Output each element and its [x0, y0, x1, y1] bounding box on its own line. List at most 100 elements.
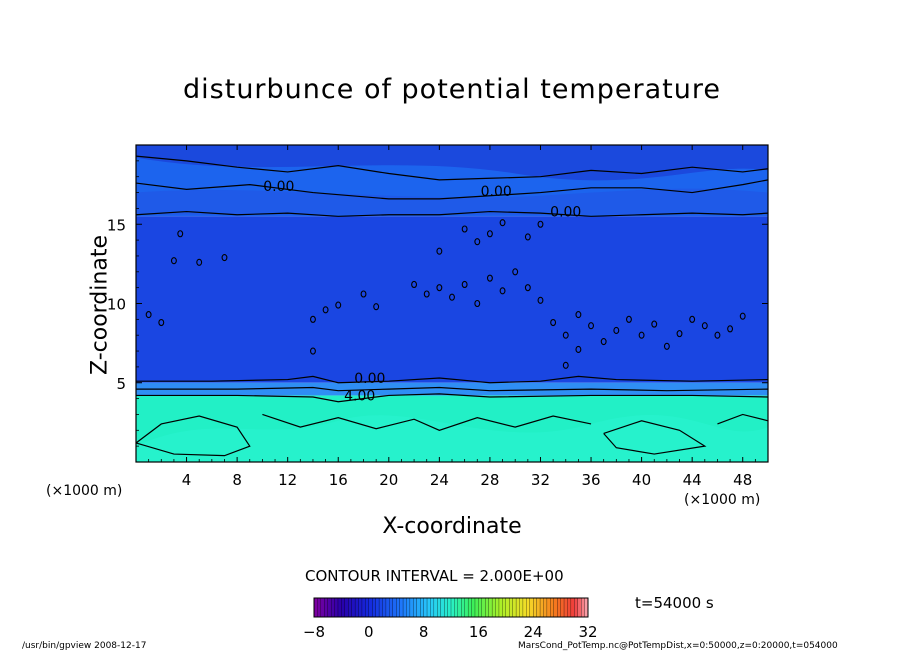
colorbar-segment-68 — [546, 597, 551, 618]
colorbar-tick-label-1: 0 — [364, 623, 374, 641]
colorbar-segment-69 — [550, 597, 555, 618]
x-tick-label-7: 32 — [531, 471, 550, 489]
x-tick-label-8: 36 — [581, 471, 600, 489]
footer-right: MarsCond_PotTemp.nc@PotTempDist,x=0:5000… — [518, 641, 838, 651]
colorbar-segment-22 — [389, 597, 394, 618]
contour-label-2: 0.00 — [550, 205, 581, 221]
x-tick-label-5: 24 — [430, 471, 449, 489]
contour-cell-40 — [524, 233, 531, 241]
x-tick-label-2: 12 — [278, 471, 297, 489]
colorbar-segment-5 — [330, 597, 335, 618]
colorbar-segment-36 — [437, 597, 442, 618]
colorbar-frame — [313, 597, 589, 618]
colorbar-segment-70 — [553, 597, 558, 618]
colorbar-segment-3 — [324, 597, 329, 618]
transition-band — [136, 382, 768, 396]
colorbar-segment-17 — [372, 597, 377, 618]
x-tick-label-1: 8 — [232, 471, 242, 489]
contour-upper-boundary — [135, 210, 769, 217]
colorbar-segment-74 — [567, 597, 572, 618]
contour-label-1: 0.00 — [481, 184, 512, 200]
colorbar-segment-39 — [447, 597, 452, 618]
x-tick-label-11: 48 — [733, 471, 752, 489]
contour-cell-12 — [449, 293, 455, 301]
contour-label-0: 0.00 — [263, 179, 294, 195]
footer-left: /usr/bin/gpview 2008-12-17 — [22, 641, 147, 651]
contour-cell-9 — [411, 280, 418, 289]
contour-cell-32 — [701, 322, 708, 330]
contour-cell-25 — [613, 326, 620, 334]
colorbar-tick-label-0: −8 — [303, 623, 325, 641]
colorbar-segment-21 — [385, 597, 390, 618]
contour-cell-35 — [739, 312, 746, 320]
colorbar-segment-23 — [392, 597, 397, 618]
colorbar-segment-35 — [433, 597, 438, 618]
colorbar-segment-63 — [529, 597, 534, 618]
contour-cell-39 — [461, 225, 468, 233]
chart-title: disturbunce of potential temperature — [183, 74, 721, 105]
contour-cell-31 — [689, 315, 696, 323]
colorbar-segment-54 — [498, 597, 503, 618]
colorbar-segment-47 — [474, 597, 479, 618]
colorbar-segment-16 — [368, 597, 373, 618]
contour-upper-1 — [135, 155, 769, 181]
colorbar-tick-label-2: 8 — [419, 623, 429, 641]
contour-cell-23 — [588, 322, 594, 330]
x-axis-unit: (×1000 m) — [684, 492, 761, 508]
contour-cell-5 — [322, 306, 329, 314]
contour-cell-27 — [638, 331, 645, 339]
colorbar-segment-2 — [320, 597, 325, 618]
contour-cell-11 — [436, 284, 443, 292]
contour-cell-21 — [562, 331, 569, 339]
colorbar-segment-52 — [491, 597, 496, 618]
contour-cell-6 — [335, 301, 342, 309]
colorbar-segment-75 — [570, 597, 575, 618]
colorbar-segment-1 — [317, 597, 322, 618]
contour-cell-2 — [221, 253, 228, 262]
colorbar-segment-67 — [543, 597, 548, 618]
colorbar-segment-30 — [416, 597, 421, 618]
colorbar-segment-61 — [522, 597, 527, 618]
contour-cell-0 — [170, 257, 177, 265]
colorbar-segment-7 — [337, 597, 342, 618]
contour-cell-16 — [499, 287, 506, 295]
x-tick-label-0: 4 — [182, 471, 192, 489]
x-tick-label-3: 16 — [329, 471, 348, 489]
colorbar-segment-50 — [485, 597, 490, 618]
colorbar-segment-59 — [515, 597, 520, 618]
colorbar-segment-38 — [443, 597, 449, 618]
colorbar-segment-31 — [420, 597, 425, 618]
colorbar-segment-44 — [464, 597, 469, 618]
contour-cell-42 — [436, 247, 443, 255]
x-tick-label-10: 44 — [683, 471, 702, 489]
contour-cell-4 — [310, 315, 316, 323]
contour-cell-28 — [651, 320, 658, 328]
x-tick-label-9: 40 — [632, 471, 651, 489]
contour-cell-29 — [663, 342, 670, 350]
colorbar-segment-76 — [574, 597, 579, 618]
lower-light-patch — [136, 415, 768, 462]
colorbar-segment-4 — [327, 597, 332, 618]
colorbar-segment-18 — [375, 597, 380, 618]
colorbar-segment-20 — [382, 597, 387, 618]
colorbar-segment-58 — [512, 597, 517, 618]
colorbar-segment-6 — [334, 597, 339, 618]
colorbar-segment-49 — [481, 597, 486, 618]
colorbar-segment-77 — [577, 597, 582, 618]
colorbar-segment-24 — [396, 597, 401, 618]
colorbar-segment-15 — [365, 597, 370, 618]
colorbar-segment-32 — [423, 597, 428, 618]
colorbar-segment-53 — [495, 597, 500, 618]
colorbar-segment-37 — [440, 597, 445, 618]
contour-cell-20 — [550, 318, 557, 327]
contour-cell-24 — [600, 337, 607, 346]
colorbar-segment-64 — [533, 597, 538, 618]
contour-interval: CONTOUR INTERVAL = 2.000E+00 — [305, 567, 564, 585]
contour-swirl-1 — [135, 415, 251, 457]
colorbar-segment-33 — [426, 597, 431, 618]
colorbar-segment-57 — [509, 597, 514, 618]
contour-band-2 — [136, 386, 769, 392]
contour-cell-1 — [196, 258, 203, 266]
contour-cell-8 — [373, 303, 380, 311]
